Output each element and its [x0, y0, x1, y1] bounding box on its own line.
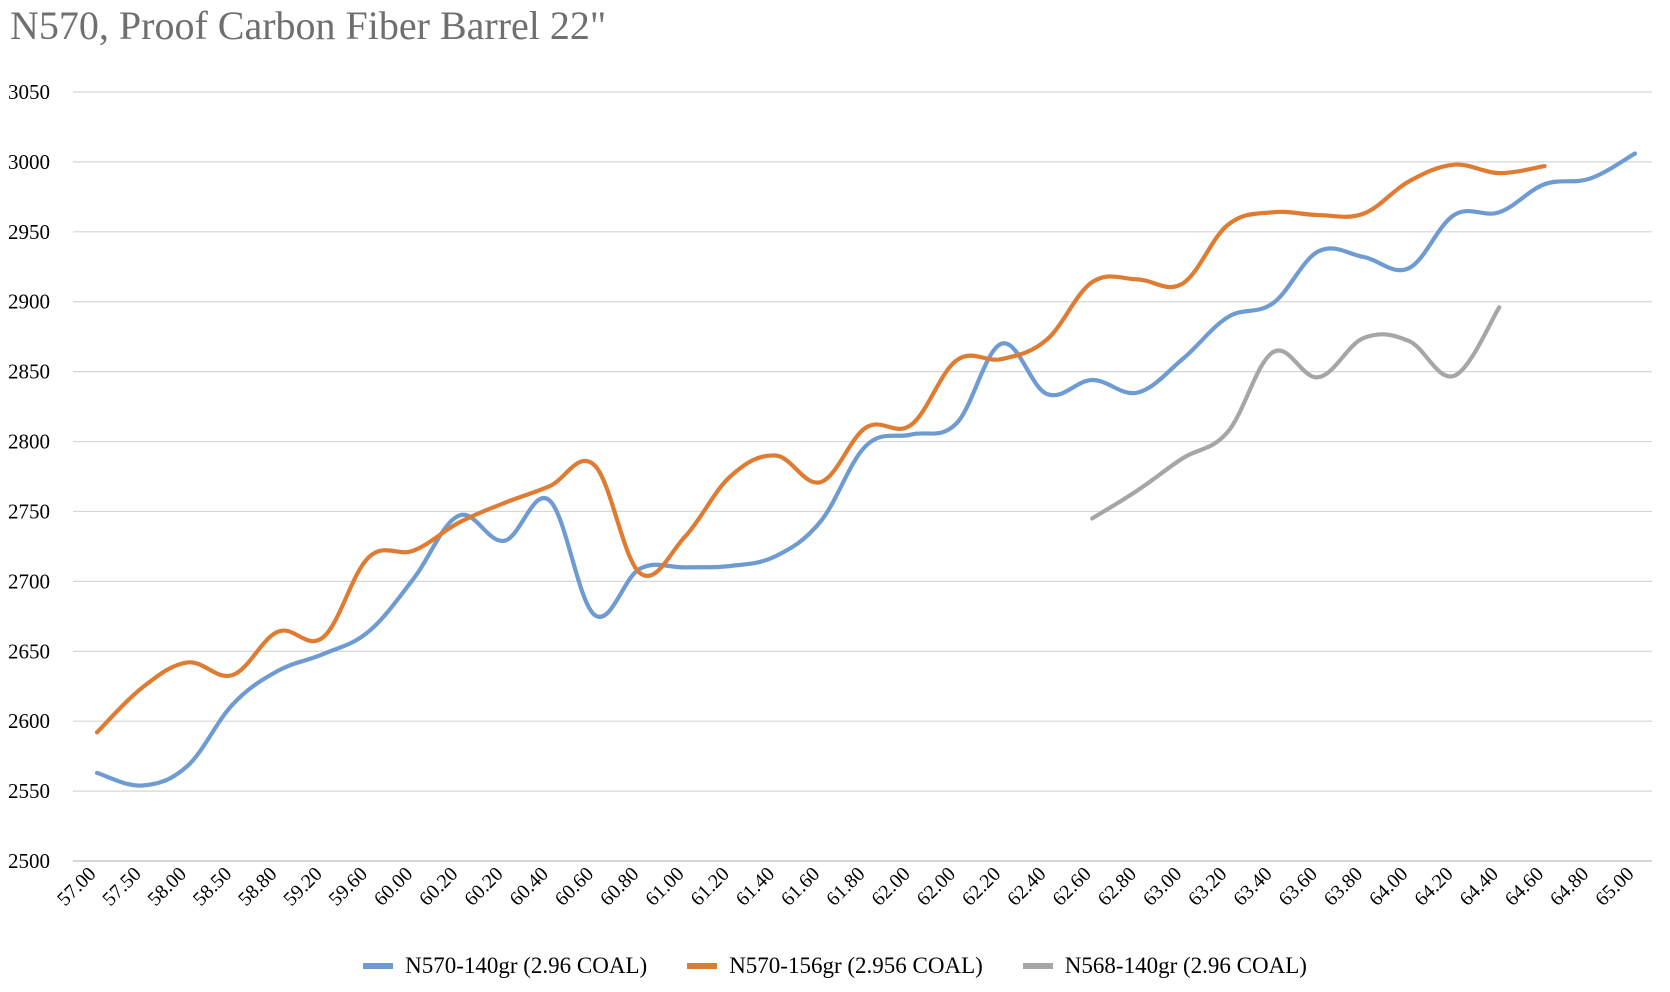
x-tick-label: 64.60 — [1501, 863, 1548, 910]
y-tick-label: 2500 — [8, 849, 50, 873]
x-tick-label: 61.60 — [777, 863, 824, 910]
x-tick-label: 61.80 — [822, 863, 869, 910]
x-tick-label: 60.20 — [460, 863, 507, 910]
y-tick-label: 2750 — [8, 499, 50, 523]
chart-title: N570, Proof Carbon Fiber Barrel 22" — [10, 3, 607, 48]
x-tick-label: 62.00 — [867, 863, 914, 910]
y-tick-label: 2950 — [8, 220, 50, 244]
x-tick-label: 58.80 — [234, 863, 281, 910]
y-tick-label: 2600 — [8, 709, 50, 733]
legend-label: N568-140gr (2.96 COAL) — [1064, 953, 1307, 978]
series-line-0 — [94, 151, 1638, 788]
x-tick-label: 60.40 — [506, 863, 553, 910]
x-tick-label: 64.00 — [1365, 863, 1412, 910]
legend-swatch — [687, 963, 718, 969]
x-tick-label: 60.20 — [415, 863, 462, 910]
x-tick-label: 62.60 — [1048, 863, 1095, 910]
y-axis-labels: 2500 2550 2600 2650 2700 2750 2800 2850 2900 2950… — [8, 80, 50, 873]
x-tick-label: 62.00 — [913, 863, 960, 910]
x-tick-label: 60.80 — [596, 863, 643, 910]
gridlines — [73, 91, 1652, 862]
x-tick-label: 64.40 — [1455, 863, 1502, 910]
x-tick-label: 61.00 — [641, 863, 688, 910]
y-tick-label: 2850 — [8, 360, 50, 384]
legend-label: N570-156gr (2.956 COAL) — [729, 953, 983, 978]
series-line-2 — [1090, 305, 1502, 521]
x-tick-label: 59.20 — [279, 863, 326, 910]
series-line-1 — [94, 162, 1547, 735]
legend-item-n570-156gr: N570-156gr (2.956 COAL) — [687, 953, 983, 979]
y-tick-label: 3050 — [8, 80, 50, 104]
x-tick-label: 65.00 — [1591, 863, 1638, 910]
x-tick-label: 62.80 — [1094, 863, 1141, 910]
legend: N570-140gr (2.96 COAL) N570-156gr (2.956… — [0, 953, 1670, 979]
legend-swatch — [1022, 963, 1053, 969]
y-tick-label: 2650 — [8, 639, 50, 663]
x-tick-label: 63.40 — [1229, 863, 1276, 910]
legend-item-n570-140gr: N570-140gr (2.96 COAL) — [363, 953, 647, 979]
y-tick-label: 2550 — [8, 779, 50, 803]
x-tick-label: 57.00 — [53, 863, 100, 910]
x-tick-label: 62.20 — [958, 863, 1005, 910]
legend-label: N570-140gr (2.96 COAL) — [405, 953, 648, 978]
x-tick-label: 64.80 — [1546, 863, 1593, 910]
x-tick-label: 60.60 — [551, 863, 598, 910]
x-axis-labels: 57.0057.5058.0058.5058.8059.2059.6060.00… — [53, 863, 1638, 910]
x-tick-label: 58.00 — [144, 863, 191, 910]
y-tick-label: 2900 — [8, 290, 50, 314]
legend-swatch — [363, 963, 394, 969]
series-lines — [94, 151, 1638, 788]
x-tick-label: 61.20 — [686, 863, 733, 910]
x-tick-label: 62.40 — [1003, 863, 1050, 910]
y-tick-label: 2700 — [8, 569, 50, 593]
x-tick-label: 63.00 — [1139, 863, 1186, 910]
legend-item-n568-140gr: N568-140gr (2.96 COAL) — [1022, 953, 1307, 979]
x-tick-label: 61.40 — [732, 863, 779, 910]
x-tick-label: 57.50 — [98, 863, 145, 910]
x-tick-label: 63.60 — [1275, 863, 1322, 910]
x-tick-label: 59.60 — [325, 863, 372, 910]
y-tick-label: 2800 — [8, 430, 50, 454]
y-tick-label: 3000 — [8, 150, 50, 174]
x-tick-label: 63.20 — [1184, 863, 1231, 910]
x-tick-label: 63.80 — [1320, 863, 1367, 910]
x-tick-label: 58.50 — [189, 863, 236, 910]
x-tick-label: 60.00 — [370, 863, 417, 910]
x-tick-label: 64.20 — [1410, 863, 1457, 910]
